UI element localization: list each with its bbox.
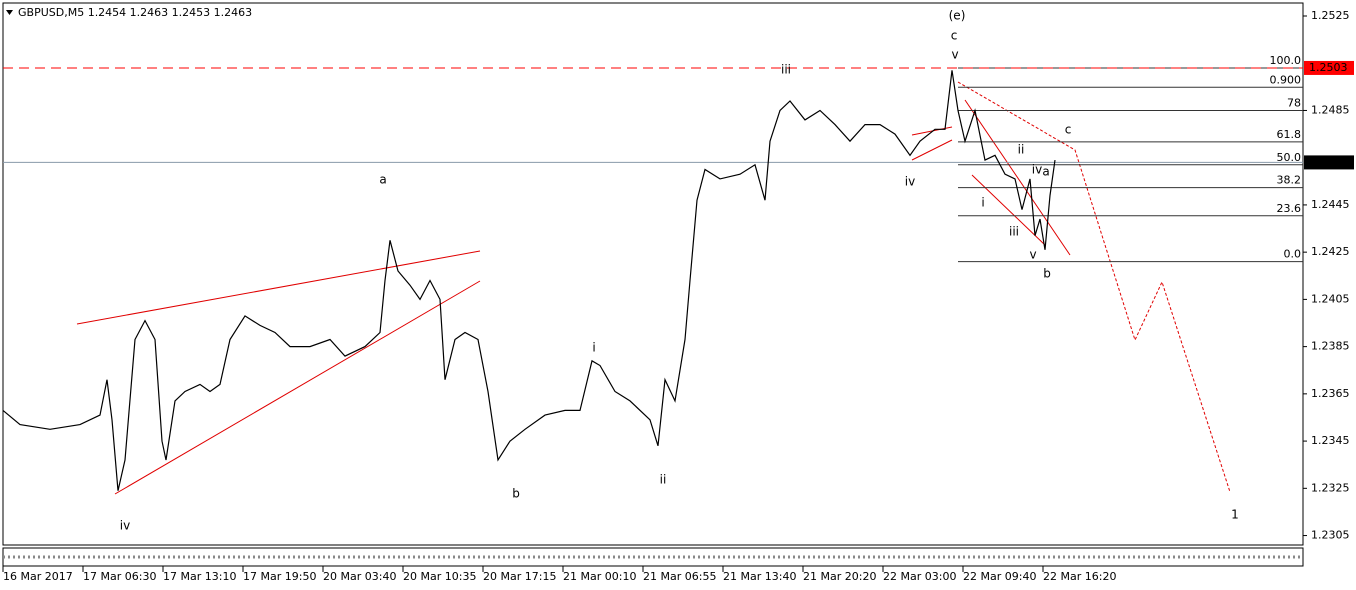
x-tick-label: 21 Mar 06:55: [643, 570, 716, 583]
wave-label: a: [379, 173, 386, 187]
wave-label: v: [1029, 248, 1036, 262]
wave-label: i: [592, 341, 595, 355]
wave-label: a: [1042, 165, 1049, 179]
wave-label: i: [981, 196, 984, 210]
fib-label: 0.0: [1284, 248, 1302, 261]
wave-label: (e): [949, 9, 966, 23]
wave-label: c: [951, 29, 958, 43]
wave-label: b: [1043, 267, 1051, 281]
wave-label: v: [951, 48, 958, 62]
x-tick-label: 17 Mar 19:50: [243, 570, 316, 583]
wave-label: ii: [1018, 143, 1025, 157]
x-tick-label: 22 Mar 09:40: [963, 570, 1036, 583]
fib-label: 100.0: [1270, 54, 1302, 67]
y-tick-label: 1.2385: [1311, 340, 1350, 353]
fib-label: 78: [1287, 96, 1301, 109]
price-marker: [1304, 60, 1354, 75]
x-tick-label: 21 Mar 13:40: [723, 570, 796, 583]
fib-label: 0.900: [1270, 73, 1302, 86]
x-tick-label: 20 Mar 17:15: [483, 570, 556, 583]
x-tick-label: 22 Mar 16:20: [1043, 570, 1116, 583]
chart-title: GBPUSD,M5 1.2454 1.2463 1.2453 1.2463: [18, 6, 252, 19]
wave-label: c: [1065, 123, 1072, 137]
y-tick-label: 1.2425: [1311, 245, 1350, 258]
price-marker-label: 1.2503: [1309, 61, 1348, 74]
price-marker: [1304, 155, 1354, 170]
x-tick-label: 17 Mar 13:10: [163, 570, 236, 583]
wave-label: 1: [1231, 508, 1239, 522]
y-tick-label: 1.2345: [1311, 434, 1350, 447]
plot-frame: [2, 2, 1304, 546]
x-tick-label: 21 Mar 00:10: [563, 570, 636, 583]
price-line-series: [2, 70, 1056, 491]
x-tick-label: 16 Mar 2017: [3, 570, 73, 583]
x-tick-label: 17 Mar 06:30: [83, 570, 156, 583]
fib-label: 50.0: [1277, 151, 1302, 164]
wave-label: iv: [905, 175, 915, 189]
y-tick-label: 1.2485: [1311, 103, 1350, 116]
y-tick-label: 1.2305: [1311, 529, 1350, 542]
y-tick-label: 1.2365: [1311, 387, 1350, 400]
x-tick-label: 22 Mar 03:00: [883, 570, 956, 583]
y-tick-label: 1.2445: [1311, 198, 1350, 211]
wave-label: iii: [1009, 225, 1019, 239]
wave-label: ii: [660, 473, 667, 487]
y-tick-label: 1.2525: [1311, 9, 1350, 22]
menu-arrow: [6, 10, 13, 15]
x-tick-label: 20 Mar 03:40: [323, 570, 396, 583]
wave-label: iv: [1032, 163, 1042, 177]
wave-label: b: [512, 487, 520, 501]
x-tick-label: 20 Mar 10:35: [403, 570, 476, 583]
price-marker-label: 1.2463: [1309, 155, 1348, 168]
fib-label: 23.6: [1277, 202, 1302, 215]
fib-label: 61.8: [1277, 128, 1302, 141]
y-tick-label: 1.2325: [1311, 481, 1350, 494]
y-tick-label: 1.2405: [1311, 292, 1350, 305]
x-tick-label: 21 Mar 20:20: [803, 570, 876, 583]
wave-label: iv: [120, 519, 130, 533]
trend-lines: [76, 81, 1231, 495]
fib-label: 38.2: [1277, 174, 1302, 187]
wave-label: iii: [781, 63, 791, 77]
